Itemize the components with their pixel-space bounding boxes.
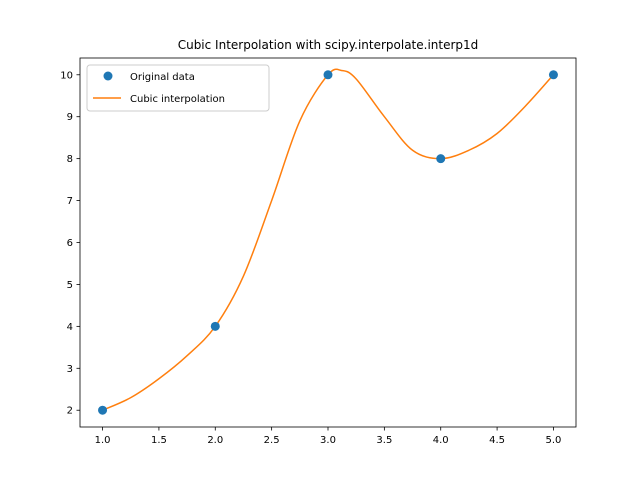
legend-frame bbox=[86, 64, 270, 112]
x-tick-label: 4.0 bbox=[433, 435, 449, 446]
data-point-original-data bbox=[323, 70, 333, 80]
data-point-original-data bbox=[210, 321, 220, 331]
y-tick-label: 9 bbox=[67, 112, 73, 123]
plot-area bbox=[98, 68, 558, 415]
x-tick-label: 4.5 bbox=[489, 435, 505, 446]
x-tick-label: 3.0 bbox=[320, 435, 336, 446]
data-point-original-data bbox=[548, 70, 558, 80]
series-line-cubic-interpolation bbox=[102, 68, 555, 411]
y-tick-label: 2 bbox=[67, 406, 73, 417]
x-tick-label: 1.5 bbox=[151, 435, 167, 446]
x-tick-label: 5.0 bbox=[546, 435, 562, 446]
data-point-original-data bbox=[436, 154, 446, 164]
y-tick-label: 8 bbox=[67, 154, 73, 165]
x-tick-label: 2.5 bbox=[264, 435, 280, 446]
y-tick-label: 3 bbox=[67, 364, 73, 375]
x-tick-label: 2.0 bbox=[207, 435, 223, 446]
y-tick-label: 4 bbox=[67, 322, 73, 333]
x-tick-label: 3.5 bbox=[376, 435, 392, 446]
legend-label-cubic-interpolation: Cubic interpolation bbox=[130, 94, 225, 105]
x-tick-label: 1.0 bbox=[95, 435, 111, 446]
legend-marker-original-data bbox=[103, 71, 113, 81]
y-tick-label: 5 bbox=[67, 280, 73, 291]
y-tick-label: 7 bbox=[67, 196, 73, 207]
data-point-original-data bbox=[98, 405, 108, 415]
legend-label-original-data: Original data bbox=[130, 72, 195, 83]
axes: 1.0 1.5 2.0 2.5 3.0 3.5 4.0 4.5 5.0 2 3 4 5 6 7 8 9 10 bbox=[60, 57, 577, 446]
chart-title: Cubic Interpolation with scipy.interpola… bbox=[178, 38, 479, 52]
legend: Original data Cubic interpolation bbox=[86, 64, 270, 112]
y-tick-label: 6 bbox=[67, 238, 73, 249]
y-tick-label: 10 bbox=[60, 70, 73, 81]
